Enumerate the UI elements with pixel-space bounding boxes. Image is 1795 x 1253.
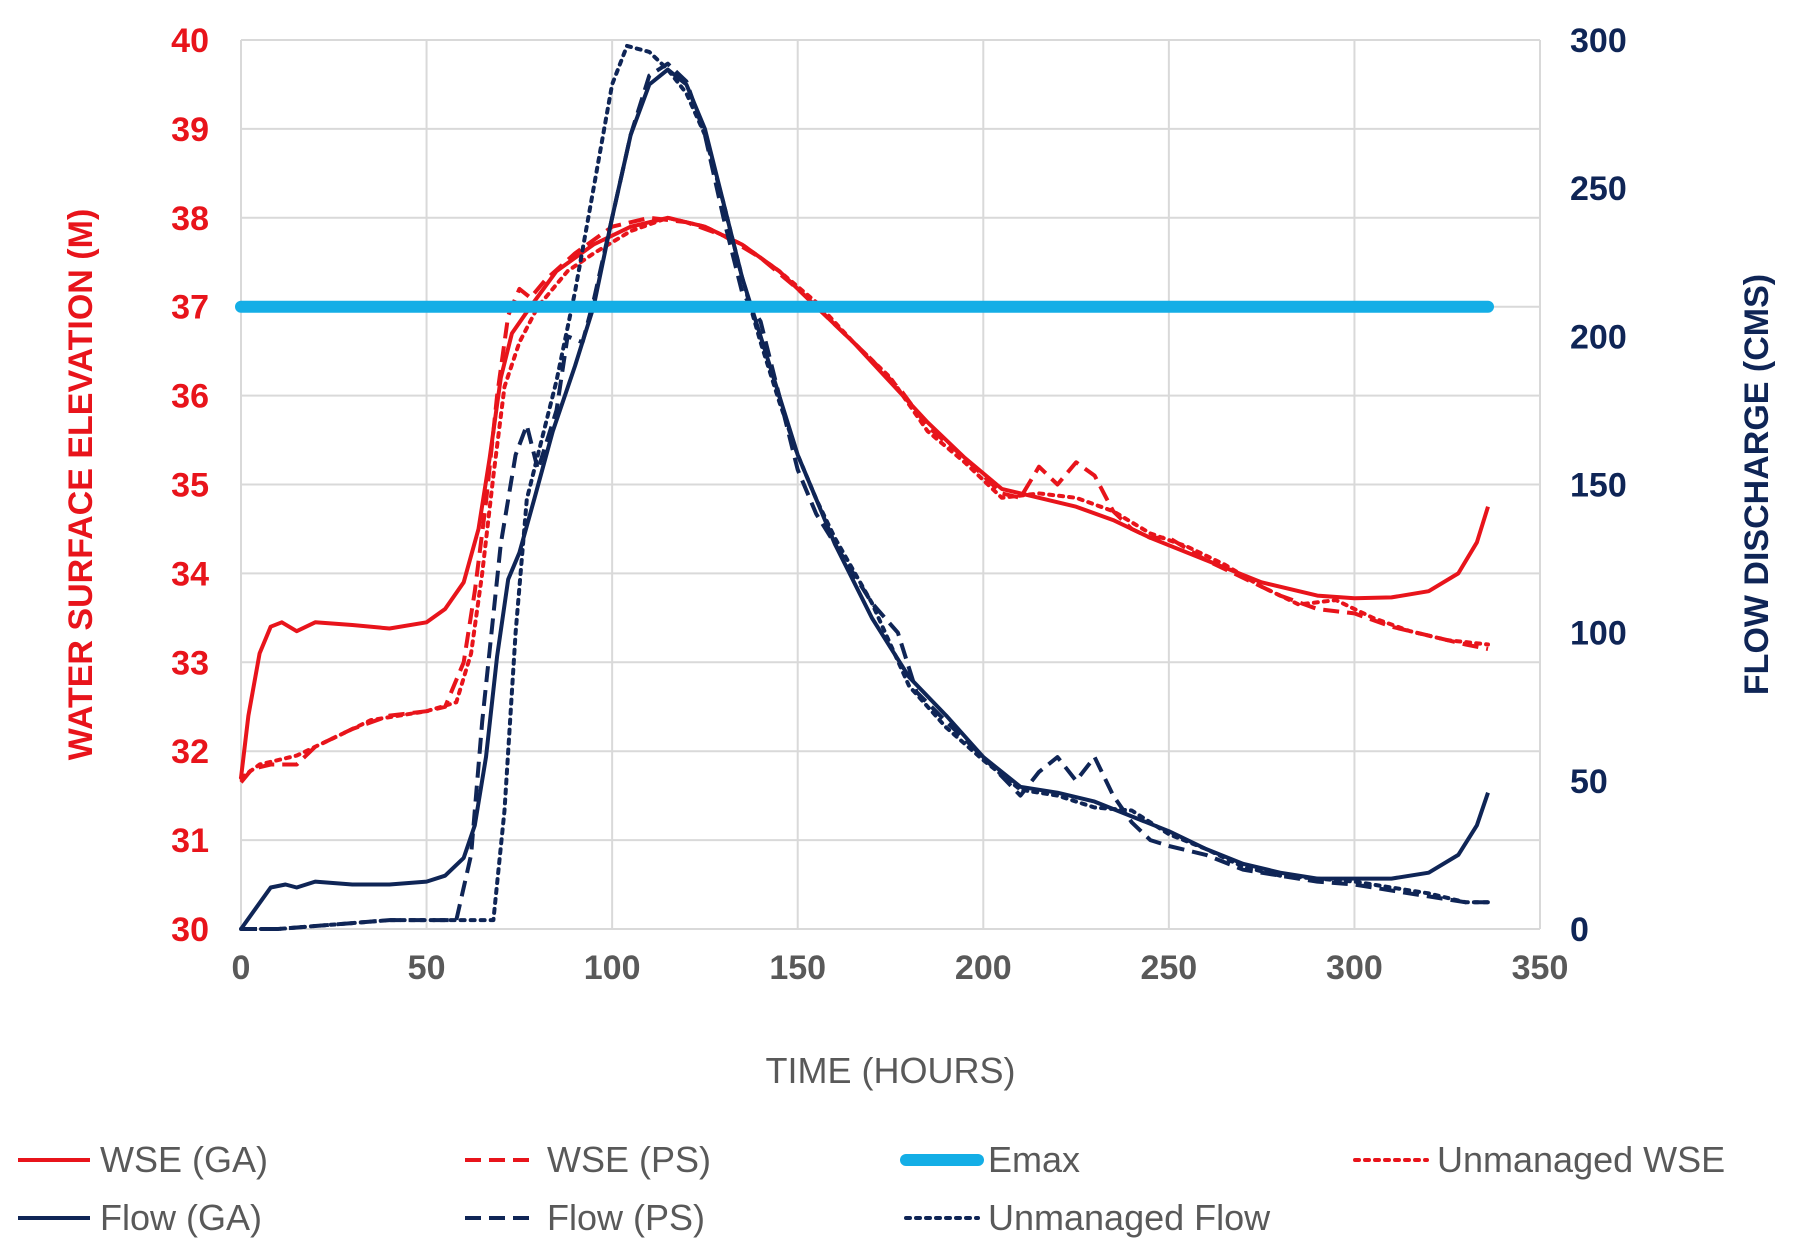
series-layer (235, 43, 1494, 931)
y-right-tick-label: 300 (1570, 22, 1627, 60)
series-line-flow-ps (241, 61, 1488, 931)
x-tick-label: 250 (1140, 949, 1197, 987)
x-tick-label: 200 (955, 949, 1012, 987)
x-tick-label: 150 (769, 949, 826, 987)
x-axis-title: TIME (HOURS) (766, 1050, 1016, 1091)
y-left-tick-label: 38 (171, 200, 209, 238)
legend: WSE (GA) WSE (PS) Emax Unmanaged WSE Flow (G… (18, 1139, 1725, 1238)
y-left-tick-label: 39 (171, 111, 209, 149)
x-tick-label: 300 (1326, 949, 1383, 987)
series-line-wse-ga (239, 215, 1490, 779)
y-right-tick-label: 250 (1570, 170, 1627, 208)
series-line-flow-ga (239, 67, 1490, 931)
legend-label: Flow (GA) (100, 1197, 262, 1238)
y-left-tick-label: 34 (171, 555, 209, 593)
tick-layer: 30 31 32 33 34 35 36 37 38 39 40 0 50 100 150 200 250 300… (171, 22, 1627, 987)
y-left-tick-label: 37 (171, 289, 209, 327)
x-tick-label: 350 (1512, 949, 1569, 987)
legend-item-wse-ps: WSE (PS) (465, 1139, 711, 1180)
x-tick-label: 50 (408, 949, 446, 987)
legend-label: WSE (PS) (547, 1139, 711, 1180)
legend-label: WSE (GA) (100, 1139, 268, 1180)
y-axis-right-title: FLOW DISCHARGE (CMS) (1738, 274, 1776, 695)
y-right-tick-label: 0 (1570, 911, 1589, 949)
series-line-unmanaged-flow (239, 43, 1490, 931)
legend-label: Flow (PS) (547, 1197, 705, 1238)
legend-item-emax: Emax (900, 1139, 1080, 1180)
x-tick-label: 100 (584, 949, 641, 987)
legend-label: Unmanaged WSE (1437, 1139, 1725, 1180)
legend-item-flow-ga: Flow (GA) (18, 1197, 262, 1238)
legend-item-flow-ps: Flow (PS) (465, 1197, 705, 1238)
y-left-tick-label: 32 (171, 733, 209, 771)
grid-layer (240, 39, 1541, 930)
x-tick-label: 0 (232, 949, 251, 987)
y-left-tick-label: 40 (171, 22, 209, 60)
legend-label: Unmanaged Flow (988, 1197, 1271, 1238)
y-left-tick-label: 33 (171, 644, 209, 682)
y-axis-left-title: WATER SURFACE ELEVATION (M) (62, 209, 100, 761)
y-right-tick-label: 150 (1570, 467, 1627, 505)
y-left-tick-label: 31 (171, 822, 209, 860)
y-left-tick-label: 35 (171, 467, 209, 505)
legend-label: Emax (988, 1139, 1080, 1180)
y-right-tick-label: 200 (1570, 318, 1627, 356)
y-right-tick-label: 50 (1570, 763, 1608, 801)
legend-item-unmanaged-flow: Unmanaged Flow (904, 1197, 1271, 1238)
series-line-unmanaged-wse (239, 215, 1490, 780)
y-left-tick-label: 30 (171, 911, 209, 949)
legend-item-unmanaged-wse: Unmanaged WSE (1353, 1139, 1725, 1180)
y-right-tick-label: 100 (1570, 615, 1627, 653)
legend-item-wse-ga: WSE (GA) (18, 1139, 268, 1180)
y-left-tick-label: 36 (171, 378, 209, 416)
